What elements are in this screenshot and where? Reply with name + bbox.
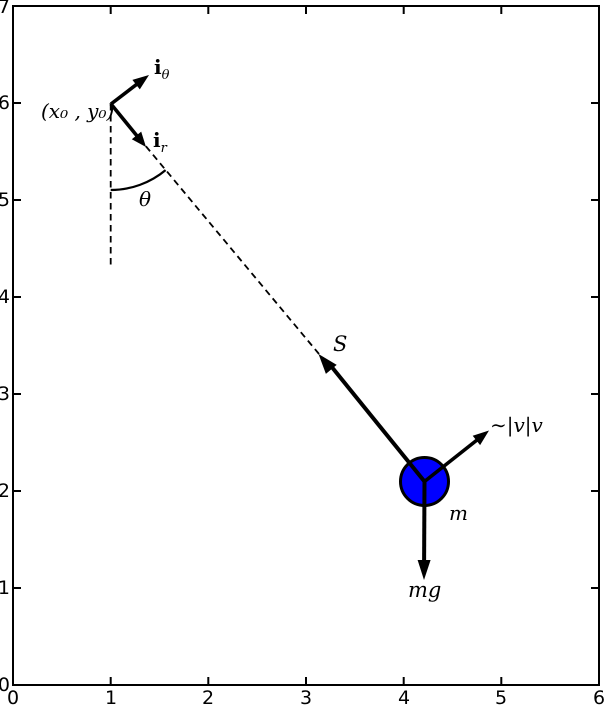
i-theta-sub: θ <box>161 68 170 83</box>
drag-arrow <box>423 430 489 483</box>
unit-vector-r-label: ir <box>153 128 167 155</box>
mass-label: m <box>449 501 468 525</box>
x-tick-label-2: 2 <box>201 687 215 707</box>
gravity-arrow <box>417 481 431 580</box>
tension-arrow <box>318 354 427 483</box>
y-tick-label-4: 4 <box>0 286 10 308</box>
y-axis-ticks-right <box>591 5 599 686</box>
i-theta-base: i <box>154 55 162 79</box>
y-tick-label-0: 0 <box>0 674 10 696</box>
y-tick-label-5: 5 <box>0 189 10 211</box>
y-tick-label-3: 3 <box>0 383 10 405</box>
x-tick-label-3: 3 <box>299 687 313 707</box>
unit-vector-theta-label: iθ <box>154 55 169 82</box>
drag-label: ∼|v|v <box>490 413 543 437</box>
x-tick-label-5: 5 <box>494 687 508 707</box>
i-r-base: i <box>153 128 161 152</box>
x-axis-ticks-top <box>12 6 600 14</box>
i-r-arrow <box>109 102 146 147</box>
x-tick-label-1: 1 <box>104 687 118 707</box>
y-axis-ticks-left <box>13 5 21 686</box>
i-theta-arrow <box>109 75 149 106</box>
x-tick-label-4: 4 <box>397 687 411 707</box>
y-tick-label-2: 2 <box>0 480 10 502</box>
theta-angle-label: θ <box>139 187 152 211</box>
y-tick-label-1: 1 <box>0 577 10 599</box>
y-tick-label-7: 7 <box>0 0 10 18</box>
i-r-sub: r <box>160 141 167 156</box>
theta-arc <box>110 169 167 192</box>
x-tick-label-0: 0 <box>6 687 20 707</box>
pivot-point-label: (x₀ , y₀) <box>41 99 115 123</box>
weight-label: mg <box>408 578 442 602</box>
x-tick-label-6: 6 <box>592 687 604 707</box>
y-tick-label-6: 6 <box>0 92 10 114</box>
tension-label: S <box>333 332 348 356</box>
x-axis-ticks-bottom <box>12 677 600 685</box>
